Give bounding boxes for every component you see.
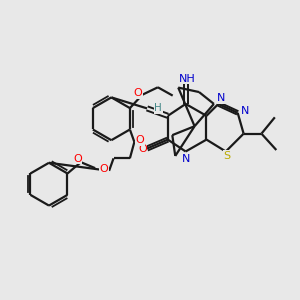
Text: S: S — [224, 151, 231, 161]
Text: H: H — [154, 103, 162, 113]
Text: O: O — [135, 136, 144, 146]
Text: O: O — [99, 164, 108, 174]
Text: O: O — [73, 154, 82, 164]
Text: O: O — [138, 143, 147, 154]
Text: N: N — [241, 106, 249, 116]
Text: N: N — [217, 93, 226, 103]
Text: N: N — [182, 154, 190, 164]
Text: NH: NH — [179, 74, 196, 84]
Text: O: O — [134, 88, 142, 98]
